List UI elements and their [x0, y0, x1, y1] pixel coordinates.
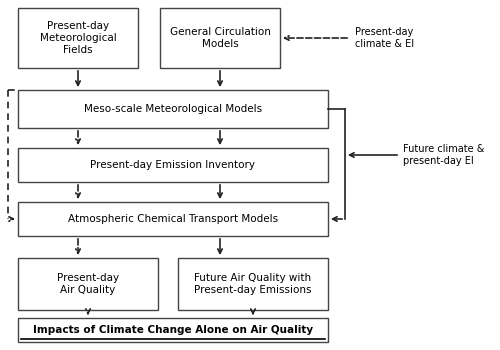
Text: Present-day
climate & EI: Present-day climate & EI	[355, 27, 414, 49]
Text: Present-day
Air Quality: Present-day Air Quality	[57, 273, 119, 295]
Text: Meso-scale Meteorological Models: Meso-scale Meteorological Models	[84, 104, 262, 114]
Bar	[18, 202, 328, 236]
Bar	[18, 318, 328, 342]
Text: Impacts of Climate Change Alone on Air Quality: Impacts of Climate Change Alone on Air Q…	[33, 325, 313, 335]
Bar	[18, 148, 328, 182]
Bar	[18, 258, 158, 310]
Text: Present-day
Meteorological
Fields: Present-day Meteorological Fields	[40, 21, 117, 55]
Text: Future Air Quality with
Present-day Emissions: Future Air Quality with Present-day Emis…	[194, 273, 312, 295]
Text: Atmospheric Chemical Transport Models: Atmospheric Chemical Transport Models	[68, 214, 278, 224]
Bar	[178, 258, 328, 310]
Text: Present-day Emission Inventory: Present-day Emission Inventory	[90, 160, 256, 170]
Text: Future climate &
present-day EI: Future climate & present-day EI	[403, 144, 484, 166]
Text: General Circulation
Models: General Circulation Models	[170, 27, 270, 49]
Bar	[18, 8, 138, 68]
Bar	[18, 90, 328, 128]
Bar	[160, 8, 280, 68]
